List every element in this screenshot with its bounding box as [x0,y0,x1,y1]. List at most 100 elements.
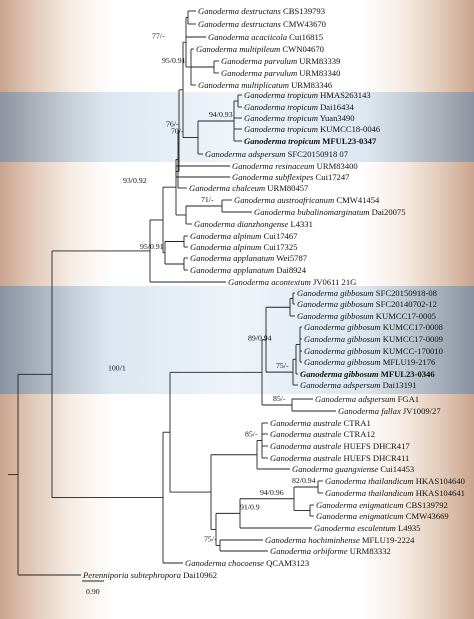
support-value: 77/- [152,31,165,40]
taxon-species: Ganoderma applanatum [190,265,274,275]
taxon-label: Ganoderma australe HUEFS DHCR417 [270,441,410,451]
taxon-species: Ganoderma chocoense [185,558,264,568]
taxon-label: Ganoderma adspersum Dai13191 [300,380,417,390]
taxon-species: Ganoderma tropicum [244,90,318,100]
taxon-label: Ganoderma chalceum URM80457 [189,183,309,193]
taxon-label: Ganoderma gibbosum KUMCC-170010 [304,346,443,356]
taxon-species: Ganoderma applanatum [190,253,274,263]
taxon-label: Ganoderma gibbosum MFUL23-0346 [300,369,435,379]
taxon-label: Ganoderma alpinum Cui17325 [190,242,297,252]
taxon-strain: HKAS104641 [414,488,465,498]
taxon-species: Ganoderma acaciicola [208,32,287,42]
taxon-species: Ganoderma tropicum [244,124,318,134]
taxon-label: Ganoderma hochiminhense MFLU19-2224 [265,535,415,545]
taxon-label: Ganoderma acaciicola Cui16815 [208,32,323,42]
taxon-species: Ganoderma gibbosum [297,288,374,298]
taxon-label: Ganoderma austroafricanum CMW41454 [234,195,380,205]
support-value: 89/0.94 [248,334,272,343]
taxon-label: Ganoderma destructans CMW43670 [198,19,326,29]
taxon-label: Ganoderma tropicum Dai16434 [244,102,355,112]
taxon-species: Ganoderma gibbosum [297,299,374,309]
support-value: 94/0.93 [209,110,233,119]
support-value: 75/- [276,361,289,370]
taxon-species: Ganoderma thailandicum [325,476,414,486]
taxon-species: Ganoderma adspersum [205,149,285,159]
taxon-label: Perenniporia subtephropora Dai10962 [82,570,217,580]
taxon-label: Ganoderma applanatum Dai8924 [190,265,307,275]
taxon-species: Ganoderma gibbosum [304,357,381,367]
taxon-species: Ganoderma orbiforme [270,546,348,556]
taxon-species: Ganoderma bubalinomarginatum [254,207,369,217]
taxon-species: Ganoderma guangxiense [292,464,378,474]
taxon-label: Ganoderma adspersum SFC20150918 07 [205,149,349,159]
taxon-species: Ganoderma adspersum [300,380,380,390]
support-value: 91/0.9 [240,502,260,511]
taxon-species: Ganoderma resinaceum [232,161,315,171]
taxon-strain: CMW43669 [404,511,449,521]
taxon-species: Ganoderma esculentum [314,523,396,533]
taxon-label: Ganoderma fallax JV1009/27 [338,406,441,416]
taxon-strain: CMW43670 [281,19,326,29]
taxon-strain: CBS139792 [404,500,448,510]
taxon-species: Ganoderma australe [270,429,342,439]
taxon-label: Ganoderma orbiforme URM83332 [270,546,391,556]
taxon-label: Ganoderma adspersum FGA1 [315,394,419,404]
taxon-label: Ganoderma parvulum URM83339 [221,56,340,66]
taxon-label: Ganoderma gibbosum KUMCC17-0009 [304,334,443,344]
taxon-label: Ganoderma resinaceum URM83400 [232,161,358,171]
taxon-species: Perenniporia subtephropora [82,570,181,580]
support-value: 95/0.91 [162,56,186,65]
taxon-label: Ganoderma enigmaticum CBS139792 [316,500,448,510]
taxon-strain: HKAS104640 [414,476,465,486]
taxon-label: Ganoderma gibbosum KUMCC17-0005 [297,311,436,321]
taxon-strain: URM80457 [265,183,309,193]
taxon-species: Ganoderma enigmaticum [316,511,404,521]
taxon-strain: URM83346 [289,80,333,90]
support-value: 82/0.94 [292,476,316,485]
taxon-strain: L4331 [288,219,313,229]
taxon-strain: MFUL23-0347 [320,136,377,146]
taxon-species: Ganoderma thailandicum [325,488,414,498]
taxon-species: Ganoderma australe [270,441,342,451]
taxon-strain: Dai10962 [181,570,217,580]
taxon-strain: HUEFS DHCR411 [341,453,409,463]
taxon-species: Ganoderma alpinum [190,242,261,252]
taxon-strain: MFLU19-2224 [360,535,415,545]
taxon-species: Ganoderma australe [270,418,342,428]
taxon-species: Ganoderma gibbosum [304,322,381,332]
taxon-label: Ganoderma multiplicatum URM83346 [198,80,333,90]
taxon-strain: SFC20150918 07 [285,149,348,159]
taxon-species: Ganoderma gibbosum [304,346,381,356]
taxon-strain: HMAS263143 [318,90,371,100]
taxon-species: Ganoderma acontextum [228,277,311,287]
support-value: 94/0.96 [260,488,284,497]
support-value: 76/- [166,120,179,129]
taxon-label: Ganoderma gibbosum MFLU19-2176 [304,357,436,367]
taxon-species: Ganoderma multiplicatum [198,80,289,90]
taxon-label: Ganoderma parvulum URM83340 [221,68,340,78]
taxon-label: Ganoderma acontextum JV0611 21G [228,277,356,287]
taxon-species: Ganoderma tropicum [244,136,320,146]
taxon-species: Ganoderma multipileum [196,44,280,54]
taxon-species: Ganoderma alpinum [190,231,261,241]
taxon-label: Ganoderma destructans CBS139793 [198,6,325,16]
taxon-species: Ganoderma australe [270,453,342,463]
taxon-strain: HUEFS DHCR417 [341,441,410,451]
support-value: 93/0.92 [123,176,147,185]
taxon-species: Ganoderma parvulum [221,68,297,78]
taxon-label: Ganoderma dianzhongense L4331 [194,219,313,229]
taxon-strain: CTRA1 [341,418,370,428]
taxon-species: Ganoderma gibbosum [297,311,374,321]
taxon-strain: Dai16434 [318,102,355,112]
taxon-strain: Wei5787 [274,253,308,263]
taxon-strain: KUMCC17-0008 [381,322,443,332]
taxon-label: Ganoderma australe CTRA1 [270,418,371,428]
taxon-species: Ganoderma gibbosum [304,334,381,344]
taxon-label: Ganoderma tropicum HMAS263143 [244,90,371,100]
taxon-label: Ganoderma thailandicum HKAS104640 [325,476,465,486]
taxon-label: Ganoderma chocoense QCAM3123 [185,558,309,568]
taxon-species: Ganoderma parvulum [221,56,297,66]
taxon-label: Ganoderma subflexipes Cui17247 [232,172,350,182]
taxon-strain: SFC20140702-12 [374,299,437,309]
taxon-species: Ganoderma austroafricanum [234,195,334,205]
